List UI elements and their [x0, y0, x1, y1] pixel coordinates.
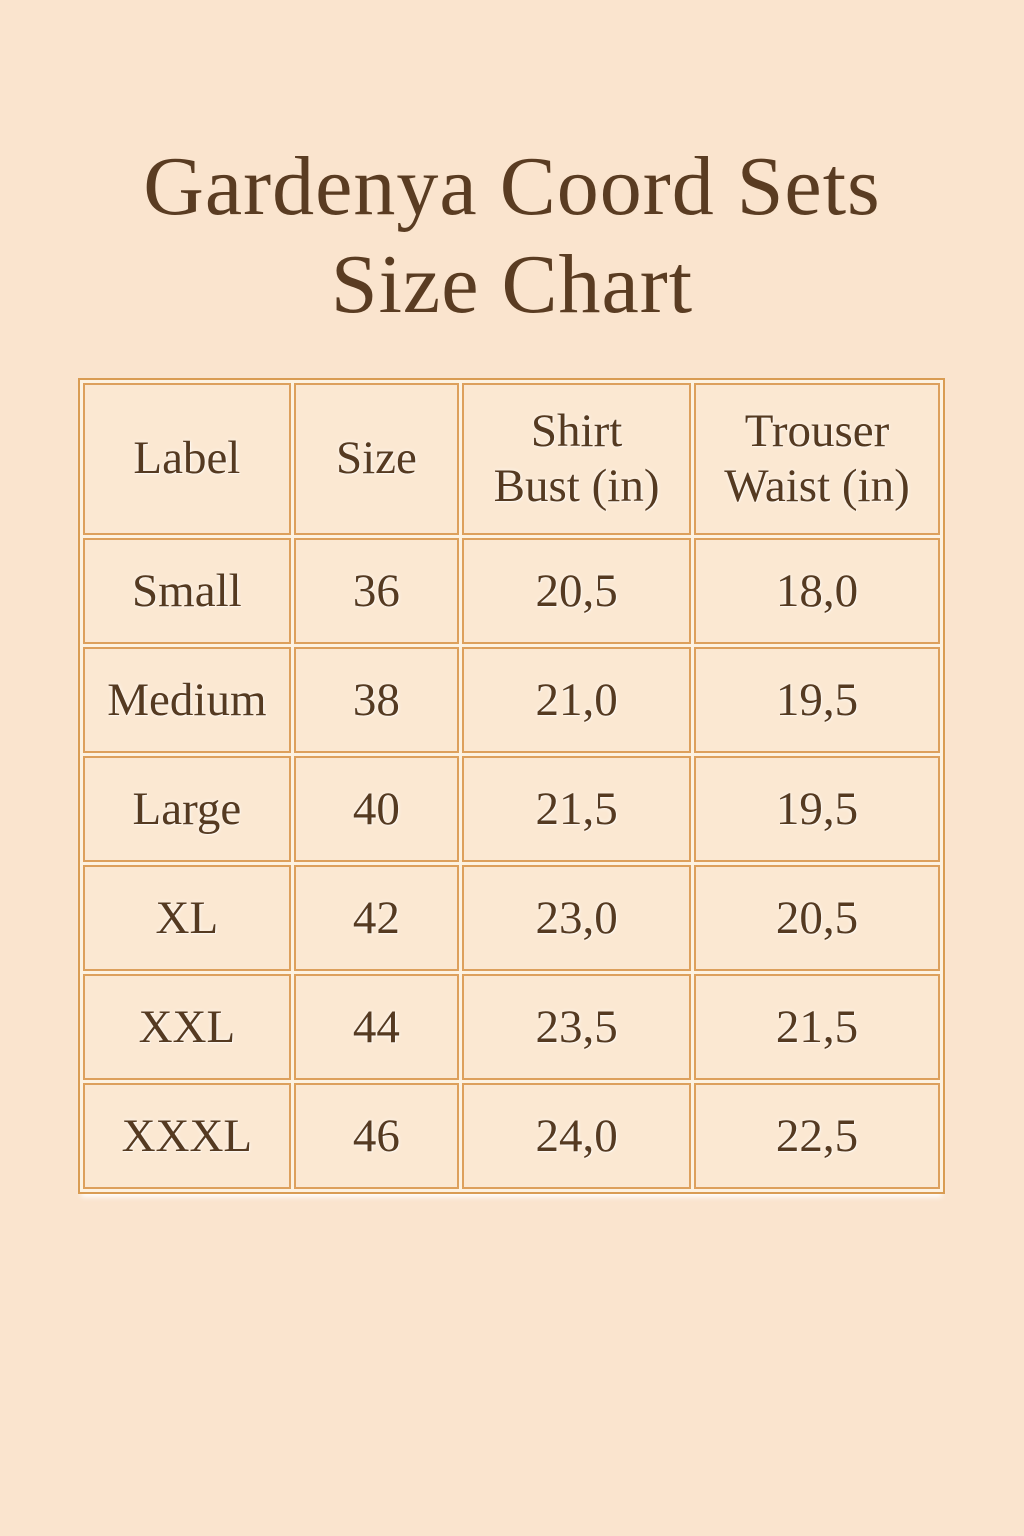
cell-shirt-bust: 23,0	[462, 865, 692, 971]
header-waist-line1: Trouser	[744, 404, 890, 457]
page-title-line1: Gardenya Coord Sets	[143, 140, 881, 233]
cell-size: 42	[293, 865, 460, 971]
cell-label: Large	[83, 756, 291, 862]
cell-trouser-waist: 20,5	[694, 865, 940, 971]
cell-label: XXL	[83, 974, 291, 1080]
cell-size: 40	[293, 756, 460, 862]
header-row: Label Size Shirt Bust (in) Trouser Waist (…	[83, 383, 940, 535]
table-row-xl: XL 42 23,0 20,5	[83, 865, 940, 971]
table-row-small: Small 36 20,5 18,0	[83, 538, 940, 644]
cell-label: Medium	[83, 647, 291, 753]
table-body: Small 36 20,5 18,0 Medium 38 21,0 19,5 L…	[83, 538, 940, 1189]
header-cell-trouser-waist: Trouser Waist (in)	[694, 383, 940, 535]
cell-label: Small	[83, 538, 291, 644]
cell-trouser-waist: 18,0	[694, 538, 940, 644]
cell-trouser-waist: 21,5	[694, 974, 940, 1080]
table-header: Label Size Shirt Bust (in) Trouser Waist (…	[83, 383, 940, 535]
cell-size: 38	[293, 647, 460, 753]
cell-size: 36	[293, 538, 460, 644]
header-size-line1: Size	[335, 432, 417, 485]
header-waist-line2: Waist (in)	[724, 460, 910, 512]
cell-size: 44	[293, 974, 460, 1080]
header-cell-size: Size	[293, 383, 460, 535]
header-cell-shirt-bust: Shirt Bust (in)	[462, 383, 692, 535]
size-chart-table: Label Size Shirt Bust (in) Trouser Waist (…	[78, 378, 945, 1194]
header-cell-label: Label	[83, 383, 291, 535]
table-row-medium: Medium 38 21,0 19,5	[83, 647, 940, 753]
header-bust-line2: Bust (in)	[493, 460, 660, 512]
cell-trouser-waist: 19,5	[694, 756, 940, 862]
table-row-xxl: XXL 44 23,5 21,5	[83, 974, 940, 1080]
cell-shirt-bust: 20,5	[462, 538, 692, 644]
cell-shirt-bust: 23,5	[462, 974, 692, 1080]
cell-label: XXXL	[83, 1083, 291, 1189]
table-row-xxxl: XXXL 46 24,0 22,5	[83, 1083, 940, 1189]
cell-trouser-waist: 22,5	[694, 1083, 940, 1189]
cell-size: 46	[293, 1083, 460, 1189]
cell-shirt-bust: 21,0	[462, 647, 692, 753]
header-label-line1: Label	[133, 432, 241, 485]
cell-shirt-bust: 24,0	[462, 1083, 692, 1189]
page-title-line2: Size Chart	[330, 238, 694, 332]
cell-shirt-bust: 21,5	[462, 756, 692, 862]
header-bust-line1: Shirt	[530, 404, 623, 457]
page-title: Gardenya Coord Sets Size Chart	[0, 0, 1024, 335]
table-row-large: Large 40 21,5 19,5	[83, 756, 940, 862]
cell-label: XL	[83, 865, 291, 971]
cell-trouser-waist: 19,5	[694, 647, 940, 753]
